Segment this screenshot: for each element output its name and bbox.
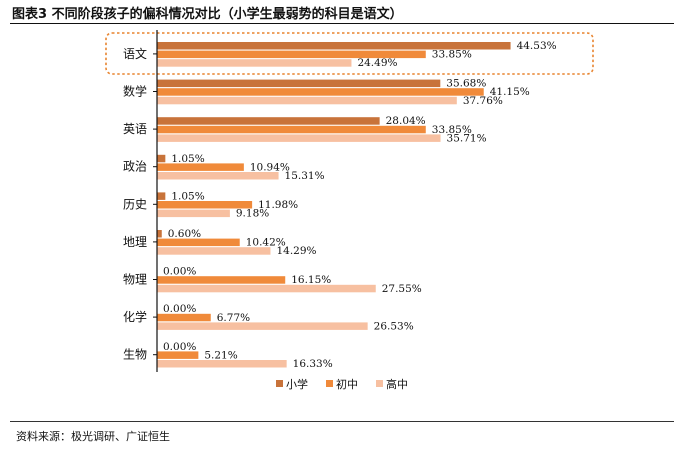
footer-divider (10, 421, 674, 422)
data-label: 41.15% (490, 86, 530, 98)
data-label: 9.18% (236, 208, 269, 220)
bar-英语-初中 (157, 125, 426, 134)
bar-化学-高中 (157, 322, 368, 330)
category-label: 历史 (123, 197, 147, 211)
figure-title: 图表3 不同阶段孩子的偏科情况对比（小学生最弱势的科目是语文） (12, 7, 403, 22)
bar-政治-初中 (157, 163, 244, 171)
data-label: 26.53% (374, 320, 414, 332)
data-label: 1.05% (171, 153, 204, 165)
data-label: 35.68% (446, 78, 486, 90)
category-label: 生物 (123, 348, 147, 362)
bar-语文-小学 (157, 42, 511, 50)
data-label: 0.60% (168, 228, 201, 240)
bar-物理-初中 (157, 276, 286, 284)
bar-数学-初中 (157, 88, 484, 96)
legend-swatch (376, 380, 383, 387)
bar-物理-高中 (157, 284, 376, 293)
data-label: 44.53% (517, 40, 557, 52)
data-label: 33.85% (432, 124, 472, 136)
category-label: 数学 (123, 84, 147, 99)
data-label: 0.00% (163, 303, 196, 315)
legend-label: 高中 (386, 377, 408, 391)
data-label: 1.05% (171, 190, 204, 202)
bar-历史-高中 (157, 209, 230, 218)
data-label: 24.49% (357, 57, 397, 69)
bar-地理-初中 (157, 238, 240, 247)
category-label: 物理 (123, 273, 147, 287)
bar-语文-初中 (157, 50, 426, 59)
legend-swatch (276, 380, 283, 387)
bar-chart: 44.53% 33.85% 24.49% 语文 35.68% 41.15%37.76% 数学… (105, 30, 594, 391)
bar-历史-小学 (157, 192, 166, 200)
category-label: 英语 (123, 122, 147, 136)
bar-政治-小学 (157, 154, 166, 163)
data-label: 0.00% (163, 266, 196, 278)
data-label: 0.00% (163, 341, 196, 353)
source-note: 资料来源：极光调研、广证恒生 (16, 430, 170, 443)
legend-swatch (326, 380, 333, 387)
category-label: 化学 (123, 309, 147, 324)
data-label: 14.29% (276, 245, 316, 257)
bar-历史-初中 (157, 201, 253, 209)
data-label: 28.04% (386, 115, 426, 127)
data-label: 10.94% (250, 161, 290, 173)
category-label: 政治 (123, 160, 147, 174)
bar-政治-高中 (157, 172, 279, 180)
legend-label: 初中 (336, 377, 358, 391)
data-label: 5.21% (204, 349, 237, 361)
bar-生物-高中 (157, 360, 287, 368)
data-label: 16.15% (291, 274, 331, 286)
bar-数学-小学 (157, 79, 441, 88)
data-label: 10.42% (246, 237, 286, 249)
data-label: 33.85% (432, 49, 472, 61)
data-label: 37.76% (463, 95, 503, 107)
bar-数学-高中 (157, 96, 457, 105)
highlight-box (105, 32, 594, 75)
legend-label: 小学 (286, 377, 308, 391)
data-label: 35.71% (447, 132, 487, 144)
bar-语文-高中 (157, 59, 352, 67)
title-divider (10, 23, 674, 24)
category-label: 地理 (123, 235, 147, 249)
bar-英语-小学 (157, 117, 380, 125)
bar-化学-初中 (157, 313, 211, 322)
data-label: 16.33% (293, 358, 333, 370)
data-label: 6.77% (217, 312, 250, 324)
bar-英语-高中 (157, 134, 441, 142)
bar-生物-初中 (157, 351, 199, 359)
bar-地理-小学 (157, 230, 162, 238)
data-label: 11.98% (258, 199, 298, 211)
bar-地理-高中 (157, 247, 271, 255)
data-label: 15.31% (285, 170, 325, 182)
data-label: 27.55% (382, 283, 422, 295)
category-label: 语文 (123, 46, 147, 61)
